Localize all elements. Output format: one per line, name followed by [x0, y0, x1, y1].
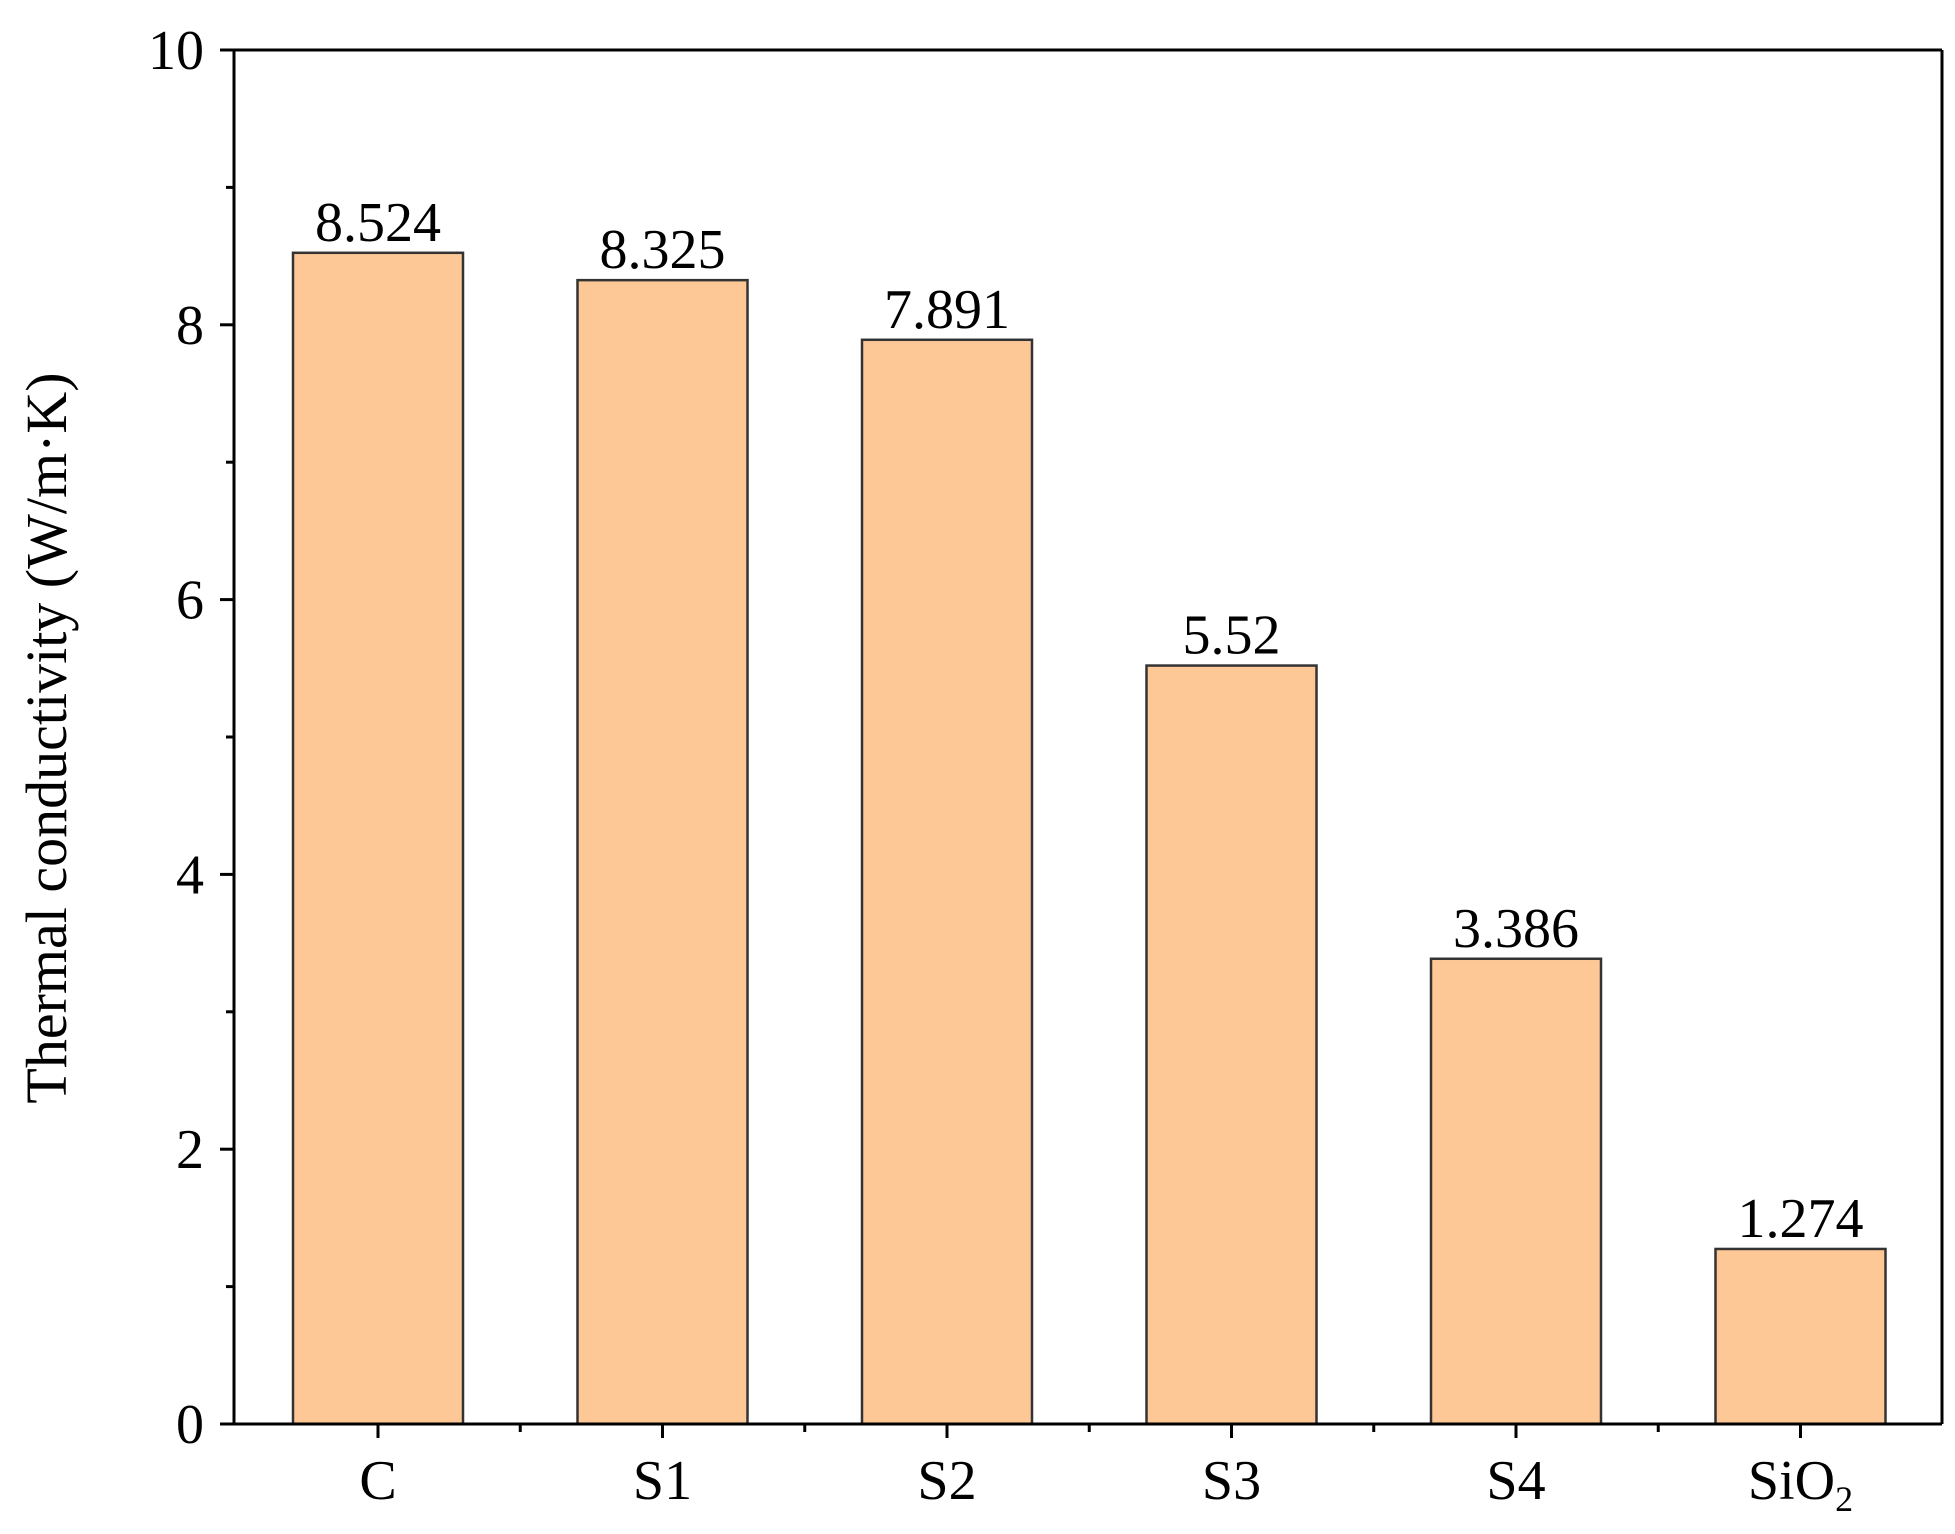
x-tick-label-sio2: SiO2 [1748, 1450, 1853, 1519]
x-tick-label-main: C [359, 1450, 396, 1512]
bar-c [291, 251, 465, 1426]
data-label-s4: 3.386 [1453, 898, 1579, 960]
data-label-s3: 5.52 [1183, 605, 1281, 667]
bar-s1 [576, 278, 749, 1426]
x-tick-label-s3: S3 [1202, 1450, 1261, 1512]
y-tick-label: 4 [176, 844, 204, 906]
x-tick-label-main: S2 [917, 1450, 976, 1512]
x-tick-label-main: S3 [1202, 1450, 1261, 1512]
bar-s3 [1145, 664, 1318, 1426]
y-axis-label: Thermal conductivity (W/m·K) [14, 372, 79, 1103]
y-tick-label: 2 [176, 1119, 204, 1181]
bar-s4 [1429, 957, 1603, 1426]
x-tick-label-c: C [359, 1450, 396, 1512]
x-tick-label-main: S1 [633, 1450, 692, 1512]
x-tick-label-s1: S1 [633, 1450, 692, 1512]
x-tick-label-s4: S4 [1486, 1450, 1545, 1512]
bar-sio2 [1714, 1247, 1887, 1426]
data-label-sio2: 1.274 [1738, 1188, 1864, 1250]
x-tick-label-s2: S2 [917, 1450, 976, 1512]
bar-s2 [860, 338, 1034, 1426]
bars-layer: 8.524 8.325 7.891 5.52 3.386 1.274 [291, 192, 1887, 1426]
y-tick-label: 10 [148, 20, 204, 82]
y-tick-label: 6 [176, 570, 204, 632]
y-tick-label: 0 [176, 1394, 204, 1456]
y-tick-label: 8 [176, 295, 204, 357]
x-tick-label-main: SiO [1748, 1450, 1835, 1512]
x-tick-label-main: S4 [1486, 1450, 1545, 1512]
data-label-s1: 8.325 [600, 219, 726, 281]
x-tick-label-subscript: 2 [1835, 1479, 1853, 1519]
data-label-c: 8.524 [315, 192, 441, 254]
data-label-s2: 7.891 [884, 279, 1010, 341]
